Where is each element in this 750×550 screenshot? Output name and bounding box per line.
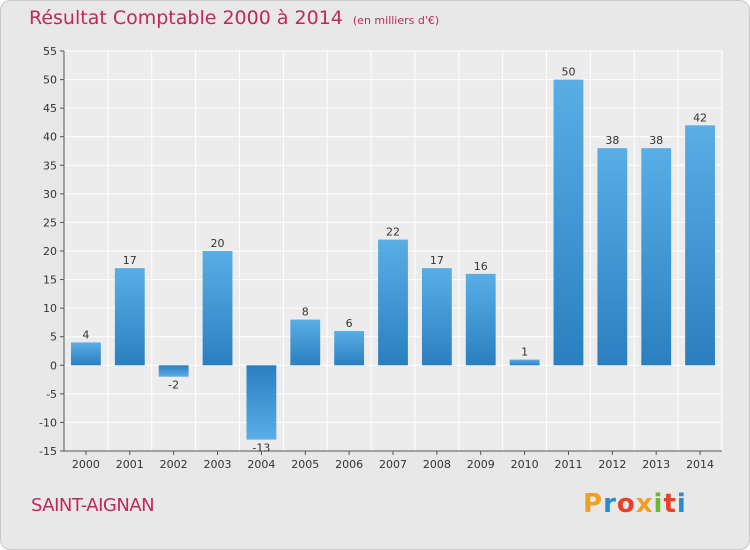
bar-2005 xyxy=(290,319,321,366)
logo-letter: t xyxy=(663,489,677,519)
bar-2011 xyxy=(553,79,584,366)
bar-layer xyxy=(71,79,715,440)
value-label: 6 xyxy=(346,317,353,330)
x-tick-label: 2001 xyxy=(116,458,144,471)
value-label: 8 xyxy=(302,306,309,319)
value-label: 1 xyxy=(521,346,528,359)
logo-letter: i xyxy=(653,489,664,519)
bar-2010 xyxy=(509,359,540,366)
x-tick-label: 2008 xyxy=(423,458,451,471)
logo-letter: o xyxy=(616,489,636,519)
x-tick-label: 2000 xyxy=(72,458,100,471)
value-label: -2 xyxy=(168,379,179,392)
x-tick-label: 2013 xyxy=(642,458,670,471)
x-tick-label: 2006 xyxy=(335,458,363,471)
y-tick-label: 55 xyxy=(43,45,57,58)
bar-2002 xyxy=(158,365,189,377)
value-label: 20 xyxy=(211,237,225,250)
x-tick-label: 2004 xyxy=(247,458,275,471)
y-tick-label: 45 xyxy=(43,102,57,115)
chart-subtitle: (en milliers d'€) xyxy=(352,14,440,27)
y-tick-label: 10 xyxy=(43,302,57,315)
chart-title: Résultat Comptable 2000 à 2014 (en millie… xyxy=(29,7,439,29)
x-tick-label: 2007 xyxy=(379,458,407,471)
logo-letter: P xyxy=(583,489,604,519)
value-label: 4 xyxy=(82,328,89,341)
axis-layer: -15 -10 -5 0 5 10 15 20 25 30 35 40 45 50 55 2000 2001 20… xyxy=(39,45,722,471)
y-tick-label: 25 xyxy=(43,216,57,229)
value-label: 42 xyxy=(693,111,707,124)
proxiti-logo[interactable]: Proxiti xyxy=(583,489,687,519)
bar-2007 xyxy=(378,239,408,366)
y-tick-label: -10 xyxy=(39,416,57,429)
x-tick-label: 2010 xyxy=(511,458,539,471)
y-tick-label: 35 xyxy=(43,159,57,172)
x-tick-label: 2014 xyxy=(686,458,714,471)
value-label: 16 xyxy=(474,260,488,273)
logo-letter: r xyxy=(603,489,617,519)
x-tick-label: 2002 xyxy=(160,458,188,471)
value-label: 17 xyxy=(123,254,137,267)
value-label: -13 xyxy=(252,442,270,455)
x-tick-label: 2012 xyxy=(598,458,626,471)
bar-2012 xyxy=(597,148,628,366)
y-tick-label: 0 xyxy=(50,359,57,372)
logo-letter: x xyxy=(635,489,654,519)
x-tick-label: 2005 xyxy=(291,458,319,471)
commune-name: SAINT-AIGNAN xyxy=(31,495,155,516)
y-tick-label: 15 xyxy=(43,274,57,287)
y-tick-label: 50 xyxy=(43,74,57,87)
bar-2004 xyxy=(246,365,277,440)
y-tick-label: -5 xyxy=(46,388,57,401)
bar-2003 xyxy=(202,251,233,366)
value-label: 22 xyxy=(386,226,400,239)
bar-2000 xyxy=(71,342,101,366)
chart-title-text: Résultat Comptable 2000 à 2014 xyxy=(29,7,343,29)
bar-2009 xyxy=(465,273,496,366)
y-tick-label: 40 xyxy=(43,131,57,144)
x-tick-label: 2011 xyxy=(554,458,582,471)
value-label: 38 xyxy=(605,134,619,147)
y-tick-label: 30 xyxy=(43,188,57,201)
x-tick-label: 2003 xyxy=(204,458,232,471)
label-layer: 4 17 -2 20 -13 8 6 22 17 16 1 50 38 38 42 xyxy=(82,66,707,455)
logo-letter: i xyxy=(676,489,687,519)
x-tick-label: 2009 xyxy=(467,458,495,471)
bar-2001 xyxy=(114,268,145,366)
y-tick-label: 20 xyxy=(43,245,57,258)
value-label: 38 xyxy=(649,134,663,147)
bar-2013 xyxy=(641,148,672,366)
value-label: 17 xyxy=(430,254,444,267)
y-tick-label: -15 xyxy=(39,445,57,458)
bar-2006 xyxy=(334,331,365,366)
bar-2014 xyxy=(685,125,715,366)
bar-2008 xyxy=(421,268,452,366)
y-tick-label: 5 xyxy=(50,331,57,344)
value-label: 50 xyxy=(561,66,575,79)
